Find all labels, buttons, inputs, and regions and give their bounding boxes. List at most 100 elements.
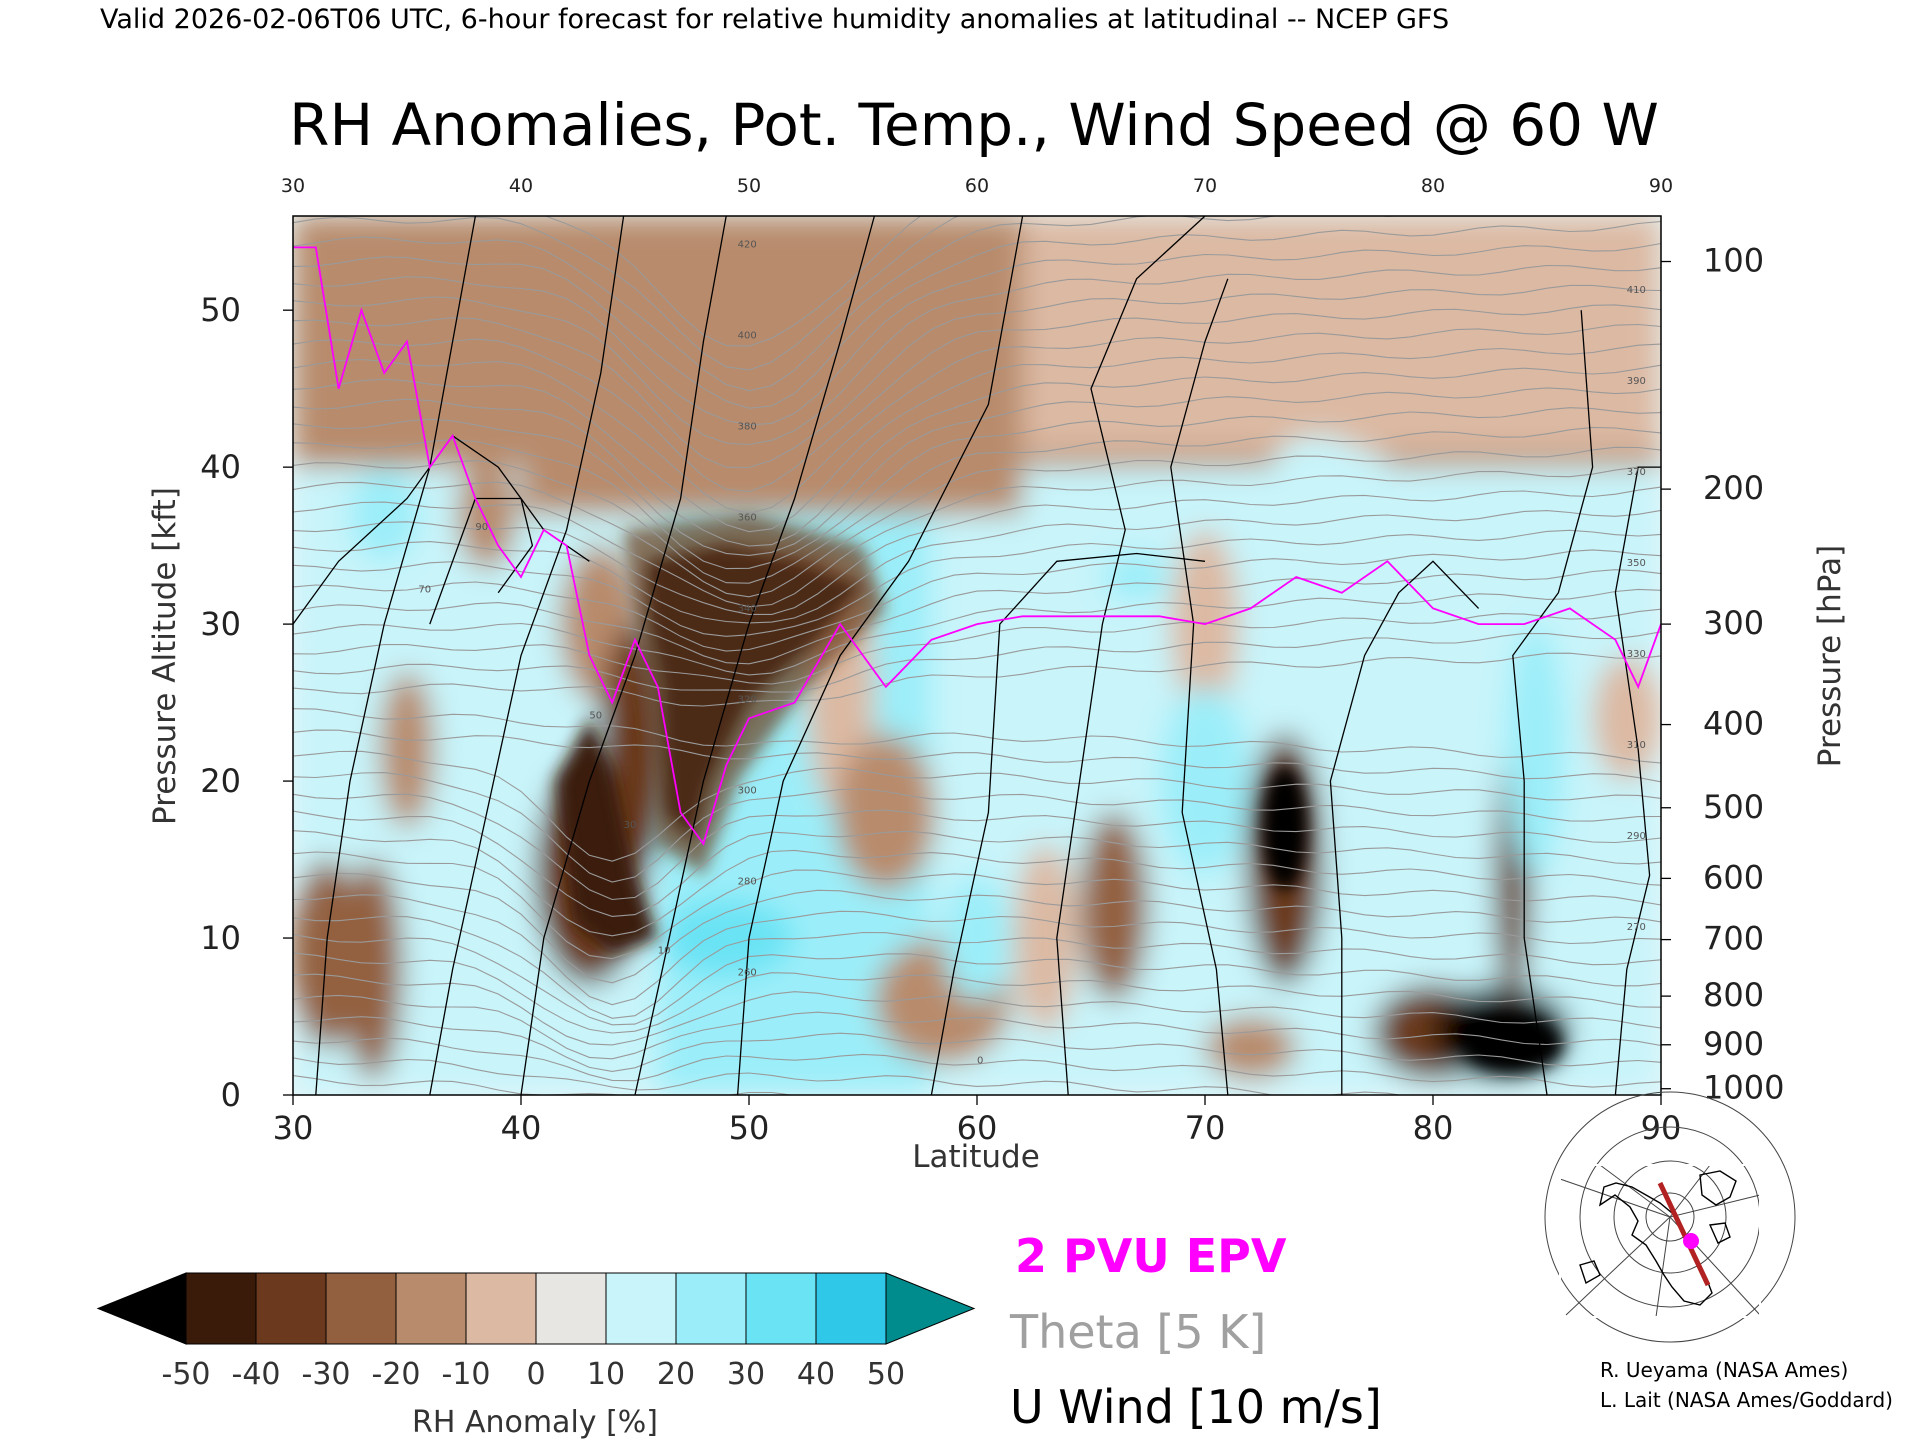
x-top-tick-label: 90 — [1649, 175, 1673, 197]
theta-contour — [293, 750, 1661, 862]
y-axis-label: Pressure Altitude [kft] — [147, 487, 183, 825]
theta-contour — [293, 569, 1661, 665]
y2-tick-label: 500 — [1703, 788, 1764, 826]
theta-contour — [293, 933, 1661, 1026]
y2-tick-label: 600 — [1703, 858, 1764, 896]
theta-label: 410 — [1627, 285, 1646, 296]
theta-contour — [293, 793, 1661, 901]
credit-2: L. Lait (NASA Ames/Goddard) — [1600, 1388, 1893, 1412]
colorbar-tick-label: -50 — [162, 1357, 211, 1392]
theta-contour — [293, 729, 1661, 783]
y-tick-label: 30 — [200, 605, 241, 643]
theta-contour — [293, 810, 1661, 917]
theta-contour — [293, 1057, 1403, 1095]
rh-anomaly-field — [293, 216, 1661, 1095]
theta-contour — [293, 446, 1661, 598]
y-tick-label: 40 — [200, 448, 241, 486]
plot-area: 4204104003903803703603503403303203103002… — [292, 215, 1662, 1096]
credit-1: R. Ueyama (NASA Ames) — [1600, 1358, 1848, 1382]
theta-label: 420 — [738, 239, 757, 250]
theta-contour — [293, 529, 1661, 637]
dry-tongue-edge — [623, 514, 886, 876]
field-anomaly-blob — [1592, 655, 1661, 782]
field-anomaly-blob — [1102, 553, 1171, 601]
colorbar-swatch — [815, 1272, 887, 1345]
wind-contour — [1170, 278, 1229, 1095]
theta-contour — [293, 1016, 1661, 1072]
map-coastlines — [1579, 1170, 1737, 1306]
theta-contour — [293, 284, 1661, 469]
theta-contour — [293, 549, 1661, 652]
wind-contour — [634, 216, 876, 1095]
wind-label: 30 — [624, 820, 637, 831]
theta-contour — [293, 264, 1661, 446]
colorbar-label: RH Anomaly [%] — [412, 1405, 658, 1440]
header-text: Valid 2026-02-06T06 UTC, 6-hour forecast… — [100, 4, 1449, 35]
theta-label: 260 — [738, 968, 757, 979]
y2-tick-label: 1000 — [1703, 1069, 1784, 1107]
x-tick-label: 80 — [1413, 1109, 1454, 1147]
colorbar-swatch — [325, 1272, 397, 1345]
theta-label: 320 — [738, 695, 757, 706]
colorbar-swatch — [255, 1272, 327, 1345]
wind-label: 10 — [658, 946, 671, 957]
legend-pv: 2 PVU EPV — [1015, 1229, 1287, 1283]
wind-label: 70 — [418, 585, 431, 596]
x-tick-label: 90 — [1641, 1109, 1682, 1147]
wind-contour — [930, 552, 1206, 1095]
x-top-tick-label: 30 — [281, 175, 305, 197]
x-tick-label: 70 — [1185, 1109, 1226, 1147]
theta-contour — [293, 304, 1661, 493]
y2-tick-label: 100 — [1703, 242, 1764, 280]
theta-contour — [293, 915, 1661, 1019]
theta-contour — [293, 364, 1661, 547]
theta-contour — [293, 486, 1661, 615]
legend-wind: U Wind [10 m/s] — [1010, 1380, 1382, 1434]
y2-tick-label: 400 — [1703, 705, 1764, 743]
y2-tick-label: 800 — [1703, 976, 1764, 1014]
map-marker — [1683, 1233, 1699, 1249]
colorbar-tick-label: 50 — [867, 1357, 905, 1392]
theta-label: 350 — [1627, 558, 1646, 569]
theta-label: 300 — [738, 786, 757, 797]
x-tick-label: 50 — [729, 1109, 770, 1147]
theta-contour — [293, 631, 1661, 693]
theta-contour — [293, 708, 1661, 764]
wind-contour — [1614, 466, 1661, 1095]
colorbar-tick-label: -30 — [302, 1357, 351, 1392]
field-soft-layer — [293, 216, 1661, 1095]
x-axis-label: Latitude — [912, 1139, 1040, 1175]
theta-contour — [293, 407, 1661, 570]
x-tick-label: 30 — [273, 1109, 314, 1147]
x-tick-label: 60 — [957, 1109, 998, 1147]
theta-contour — [293, 242, 1661, 426]
theta-contour — [293, 216, 1406, 392]
x-top-tick-label: 70 — [1193, 175, 1217, 197]
field-band — [1022, 216, 1661, 452]
theta-contour — [293, 343, 1661, 533]
y2-axis-label: Pressure [hPa] — [1812, 545, 1848, 767]
theta-contour — [293, 894, 1661, 1006]
colorbar-swatch — [465, 1272, 537, 1345]
colorbar-swatch — [675, 1272, 747, 1345]
x-tick-label: 40 — [501, 1109, 542, 1147]
colorbar-tick-label: 40 — [797, 1357, 835, 1392]
field-anomaly-blob — [1159, 686, 1251, 876]
y-tick-label: 0 — [221, 1076, 241, 1114]
wind-contour — [736, 216, 1024, 1095]
field-anomaly-blob — [1330, 451, 1399, 546]
theta-contour — [293, 608, 1661, 685]
wind-label: 90 — [475, 522, 488, 533]
wind-label: 50 — [589, 710, 602, 721]
theta-contours — [293, 216, 1661, 1095]
field-anomaly-blob — [1205, 1016, 1297, 1080]
y-tick-label: 10 — [200, 919, 241, 957]
theta-contour — [293, 1037, 1661, 1088]
y2-tick-label: 300 — [1703, 604, 1764, 642]
theta-label: 380 — [738, 421, 757, 432]
field-anomaly-blob — [343, 859, 403, 1080]
theta-contour — [293, 220, 1661, 409]
theta-contour — [293, 952, 1661, 1034]
